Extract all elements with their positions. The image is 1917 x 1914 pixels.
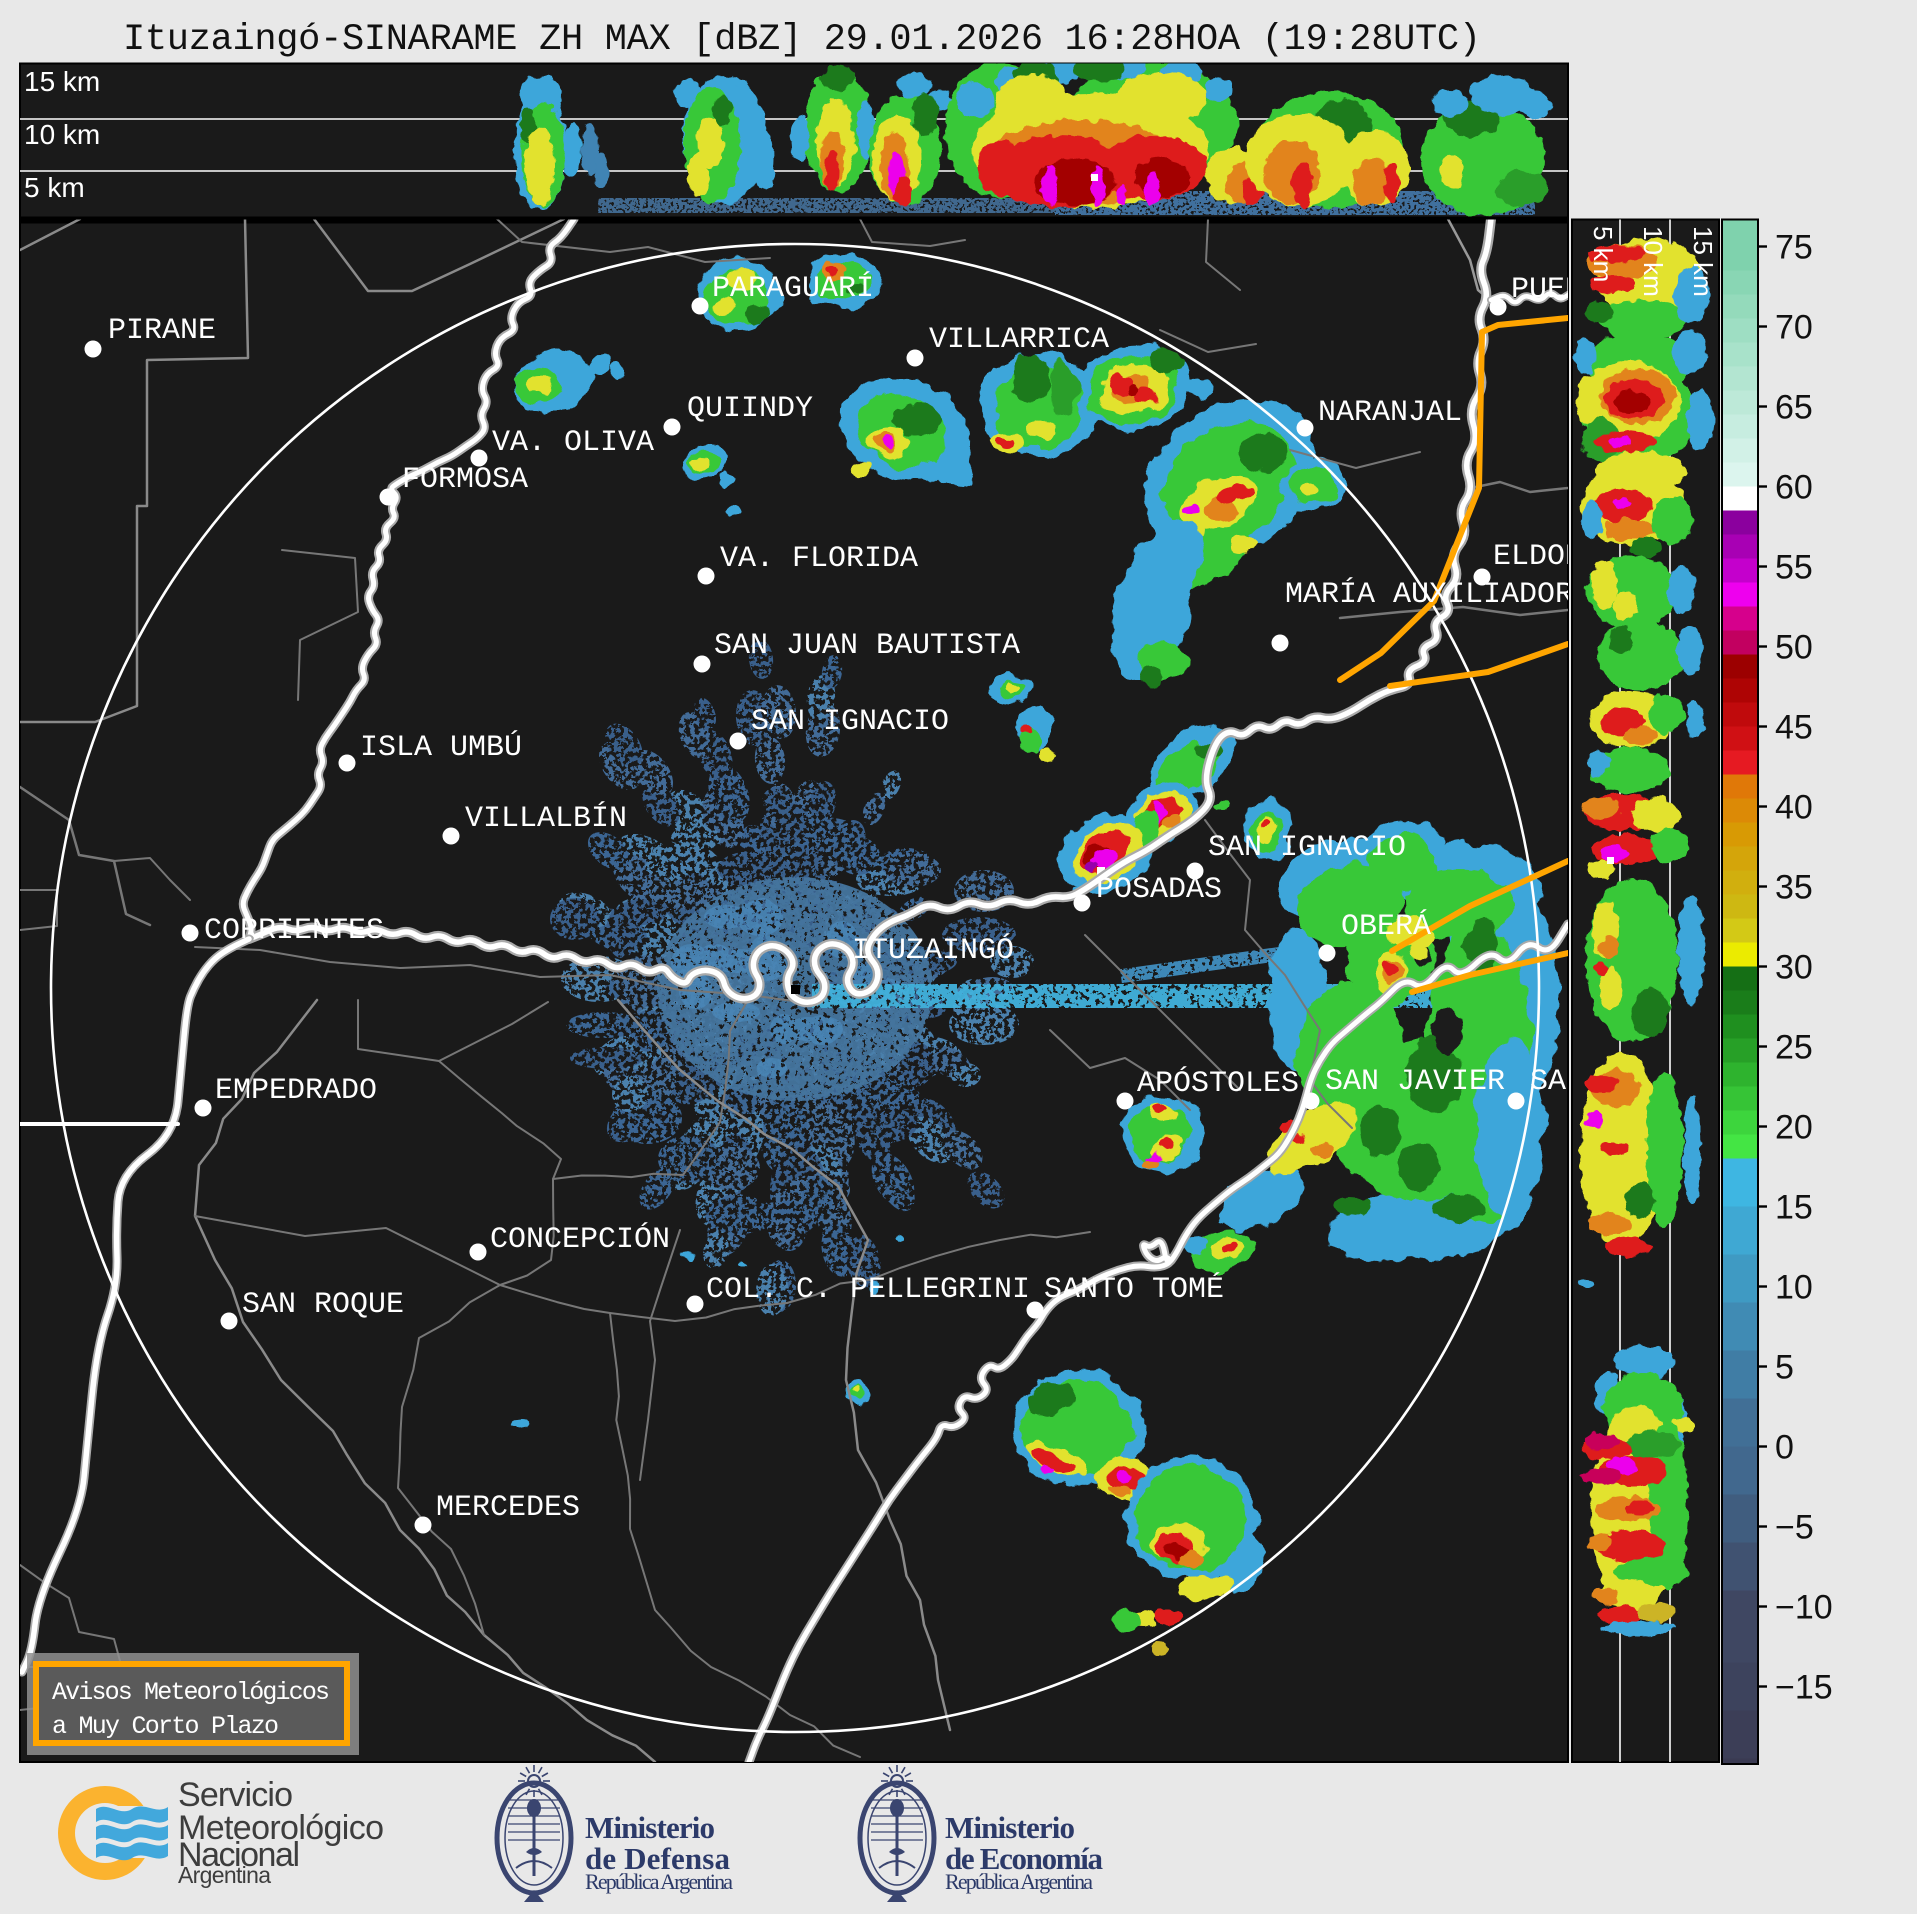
svg-text:30: 30 [1775,949,1813,987]
svg-text:de Defensa: de Defensa [585,1841,731,1876]
svg-text:5 km: 5 km [1588,226,1618,282]
svg-text:PUERTO: PUERTO [1511,273,1619,307]
svg-text:Argentina: Argentina [178,1862,271,1888]
svg-text:25: 25 [1775,1029,1813,1067]
svg-text:45: 45 [1775,709,1813,747]
svg-text:SANTO TOMÉ: SANTO TOMÉ [1044,1272,1224,1307]
svg-text:0: 0 [1775,1429,1794,1467]
svg-text:15 km: 15 km [1688,226,1718,297]
svg-text:APÓSTOLES: APÓSTOLES [1137,1066,1299,1101]
svg-text:75: 75 [1775,229,1813,267]
svg-text:CONCEPCIÓN: CONCEPCIÓN [490,1222,670,1257]
svg-text:EMPEDRADO: EMPEDRADO [215,1074,377,1108]
svg-text:SAN ROQUE: SAN ROQUE [242,1288,404,1322]
svg-text:Meteorológico: Meteorológico [178,1809,384,1847]
svg-text:NARANJAL: NARANJAL [1318,396,1462,430]
svg-text:QUIINDY: QUIINDY [687,392,813,426]
svg-text:VA. FLORIDA: VA. FLORIDA [720,542,918,576]
svg-text:FORMOSA: FORMOSA [402,463,528,497]
svg-text:OBERÁ: OBERÁ [1341,909,1431,944]
svg-text:ELDORADO: ELDORADO [1493,540,1637,574]
svg-text:VA. OLIVA: VA. OLIVA [492,426,654,460]
svg-text:a Muy Corto Plazo: a Muy Corto Plazo [52,1712,279,1741]
svg-text:Avisos Meteorológicos: Avisos Meteorológicos [52,1678,330,1707]
svg-text:VILLALBÍN: VILLALBÍN [465,801,627,836]
svg-text:15 km: 15 km [24,66,100,97]
svg-text:MERCEDES: MERCEDES [436,1491,580,1525]
svg-text:35: 35 [1775,869,1813,907]
svg-text:VILLARRICA: VILLARRICA [929,323,1109,357]
svg-text:10 km: 10 km [24,119,100,150]
svg-text:−5: −5 [1775,1509,1814,1547]
svg-text:CORRIENTES: CORRIENTES [204,914,384,948]
svg-text:Nacional: Nacional [178,1836,300,1874]
svg-text:10 km: 10 km [1638,226,1668,297]
svg-text:5: 5 [1775,1349,1794,1387]
svg-text:Ministerio: Ministerio [585,1810,715,1845]
svg-text:5 km: 5 km [24,172,85,203]
svg-text:PIRANE: PIRANE [108,314,216,348]
svg-text:PARAGUARÍ: PARAGUARÍ [712,271,874,306]
svg-text:70: 70 [1775,309,1813,347]
svg-text:ISLA UMBÚ: ISLA UMBÚ [360,730,522,765]
svg-text:República Argentina: República Argentina [585,1869,733,1894]
svg-text:55: 55 [1775,549,1813,587]
svg-text:ITUZAINGÓ: ITUZAINGÓ [852,933,1014,968]
svg-text:50: 50 [1775,629,1813,667]
svg-text:SAN JAVIER: SAN JAVIER [1325,1065,1505,1099]
svg-text:−10: −10 [1775,1589,1833,1627]
svg-text:República Argentina: República Argentina [945,1869,1093,1894]
svg-text:de Economía: de Economía [945,1841,1104,1876]
svg-text:Ministerio: Ministerio [945,1810,1075,1845]
svg-text:SAN: SAN [1530,1065,1584,1099]
svg-text:MARÍA AUXILIADORA: MARÍA AUXILIADORA [1285,577,1591,612]
svg-text:SAN IGNACIO: SAN IGNACIO [1208,831,1406,865]
svg-text:15: 15 [1775,1189,1813,1227]
svg-text:20: 20 [1775,1109,1813,1147]
svg-text:SAN JUAN BAUTISTA: SAN JUAN BAUTISTA [714,629,1020,663]
svg-text:Servicio: Servicio [178,1776,293,1814]
svg-text:−15: −15 [1775,1669,1833,1707]
svg-text:65: 65 [1775,389,1813,427]
svg-text:Ituzaingó-SINARAME ZH MAX [dBZ: Ituzaingó-SINARAME ZH MAX [dBZ] 29.01.20… [123,19,1481,61]
svg-text:POSADAS: POSADAS [1096,873,1222,907]
svg-text:COL. C. PELLEGRINI: COL. C. PELLEGRINI [706,1273,1030,1307]
svg-text:60: 60 [1775,469,1813,507]
svg-text:40: 40 [1775,789,1813,827]
svg-text:10: 10 [1775,1269,1813,1307]
svg-text:SAN IGNACIO: SAN IGNACIO [751,705,949,739]
